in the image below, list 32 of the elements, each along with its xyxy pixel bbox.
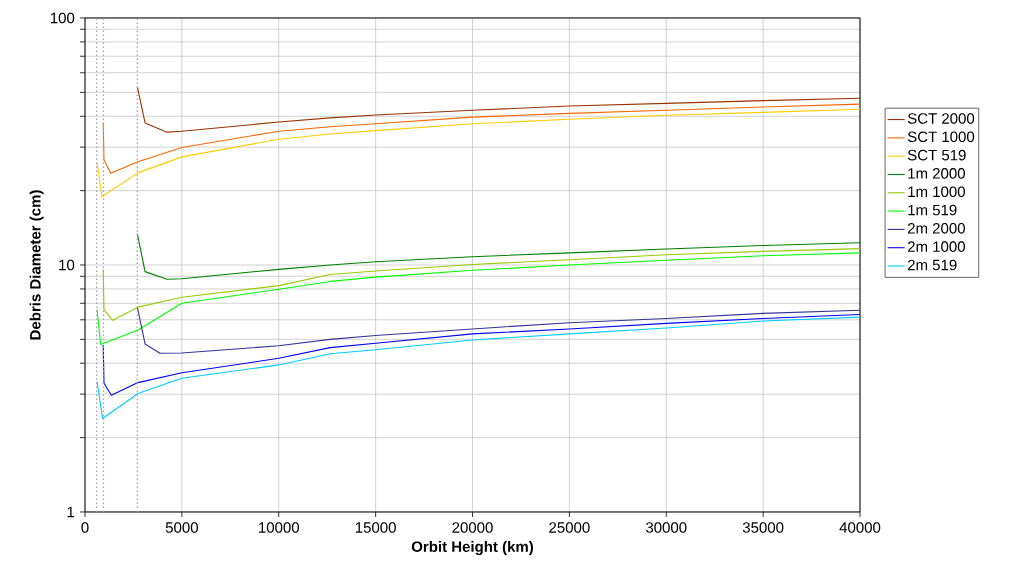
x-tick-label: 40000: [839, 522, 881, 533]
y-tick-label: 1: [67, 506, 75, 518]
legend-label: 2m 2000: [907, 223, 965, 234]
line-series: [136, 306, 861, 354]
y-tick-label: 100: [50, 12, 75, 24]
line-series: [96, 252, 861, 345]
legend-label: SCT 2000: [907, 113, 975, 124]
line-series: [102, 314, 861, 396]
line-series: [96, 108, 861, 198]
legend-label: 1m 1000: [908, 186, 965, 198]
x-tick-label: 0: [81, 522, 89, 533]
legend-label: 1m 2000: [908, 168, 965, 179]
x-tick-label: 10000: [259, 522, 300, 533]
x-tick-label: 35000: [742, 522, 784, 533]
line-series: [96, 316, 861, 420]
x-axis-title: Orbit Height (km): [411, 541, 533, 556]
line-series: [102, 103, 861, 174]
x-tick-label: 30000: [645, 522, 687, 533]
legend-label: 1m 519: [908, 204, 957, 216]
legend-label: SCT 1000: [907, 131, 975, 143]
legend-label: 2m 1000: [907, 241, 965, 252]
line-series: [102, 248, 861, 321]
line-series: [136, 86, 861, 133]
y-tick-label: 10: [59, 259, 75, 271]
x-tick-label: 20000: [452, 522, 493, 533]
y-axis-title: Debris Diameter (cm): [29, 190, 44, 340]
x-tick-label: 25000: [549, 522, 590, 533]
legend-label: 2m 519: [907, 259, 957, 271]
legend-label: SCT 519: [907, 149, 966, 161]
x-tick-label: 5000: [165, 522, 198, 533]
x-tick-label: 15000: [355, 522, 396, 533]
line-series: [136, 233, 861, 280]
